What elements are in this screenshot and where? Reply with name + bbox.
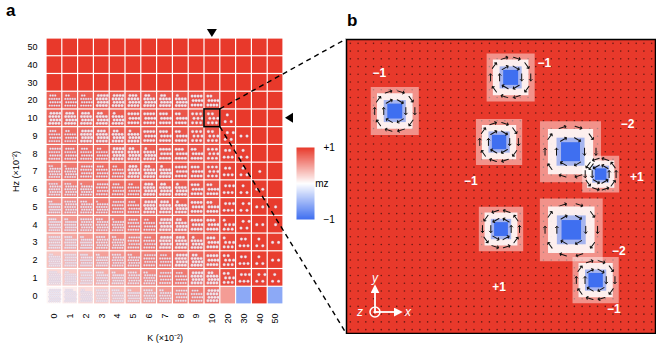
svg-text:−1: −1 xyxy=(607,302,621,316)
svg-text:−2: −2 xyxy=(612,244,626,258)
svg-text:+1: +1 xyxy=(630,170,644,184)
svg-text:10: 10 xyxy=(207,314,217,324)
svg-text:−1: −1 xyxy=(464,174,478,188)
svg-text:0: 0 xyxy=(49,314,59,319)
svg-text:10: 10 xyxy=(27,113,37,123)
svg-text:−1: −1 xyxy=(372,66,386,80)
svg-text:20: 20 xyxy=(223,314,233,324)
svg-text:6: 6 xyxy=(144,314,154,319)
svg-text:6: 6 xyxy=(32,184,37,194)
svg-text:+1: +1 xyxy=(492,280,506,294)
svg-text:5: 5 xyxy=(128,314,138,319)
svg-text:40: 40 xyxy=(27,60,37,70)
svg-text:7: 7 xyxy=(160,314,170,319)
svg-text:30: 30 xyxy=(27,78,37,88)
svg-text:2: 2 xyxy=(81,314,91,319)
svg-text:3: 3 xyxy=(32,237,37,247)
svg-text:1: 1 xyxy=(32,273,37,283)
svg-text:50: 50 xyxy=(27,42,37,52)
svg-text:4: 4 xyxy=(32,220,37,230)
svg-text:9: 9 xyxy=(191,314,201,319)
svg-text:x: x xyxy=(404,305,412,319)
svg-text:mz: mz xyxy=(315,178,328,189)
svg-text:9: 9 xyxy=(32,131,37,141)
svg-text:7: 7 xyxy=(32,166,37,176)
svg-text:40: 40 xyxy=(255,314,265,324)
svg-text:+1: +1 xyxy=(324,142,336,153)
svg-text:5: 5 xyxy=(32,202,37,212)
svg-text:z: z xyxy=(356,305,363,319)
svg-text:−2: −2 xyxy=(621,117,635,131)
svg-text:3: 3 xyxy=(97,314,107,319)
svg-text:−1: −1 xyxy=(537,56,551,70)
svg-text:−1: −1 xyxy=(324,214,336,225)
svg-text:b: b xyxy=(347,11,357,30)
svg-text:8: 8 xyxy=(176,314,186,319)
svg-text:4: 4 xyxy=(112,314,122,319)
svg-text:30: 30 xyxy=(239,314,249,324)
svg-text:Hz (×10⁻²): Hz (×10⁻²) xyxy=(11,151,21,192)
svg-text:1: 1 xyxy=(65,314,75,319)
svg-text:K (×10⁻²): K (×10⁻²) xyxy=(147,333,183,343)
svg-text:20: 20 xyxy=(27,95,37,105)
svg-text:8: 8 xyxy=(32,149,37,159)
svg-text:50: 50 xyxy=(270,314,280,324)
svg-text:0: 0 xyxy=(32,291,37,301)
svg-text:a: a xyxy=(6,1,16,20)
svg-text:y: y xyxy=(371,271,379,285)
svg-text:2: 2 xyxy=(32,255,37,265)
